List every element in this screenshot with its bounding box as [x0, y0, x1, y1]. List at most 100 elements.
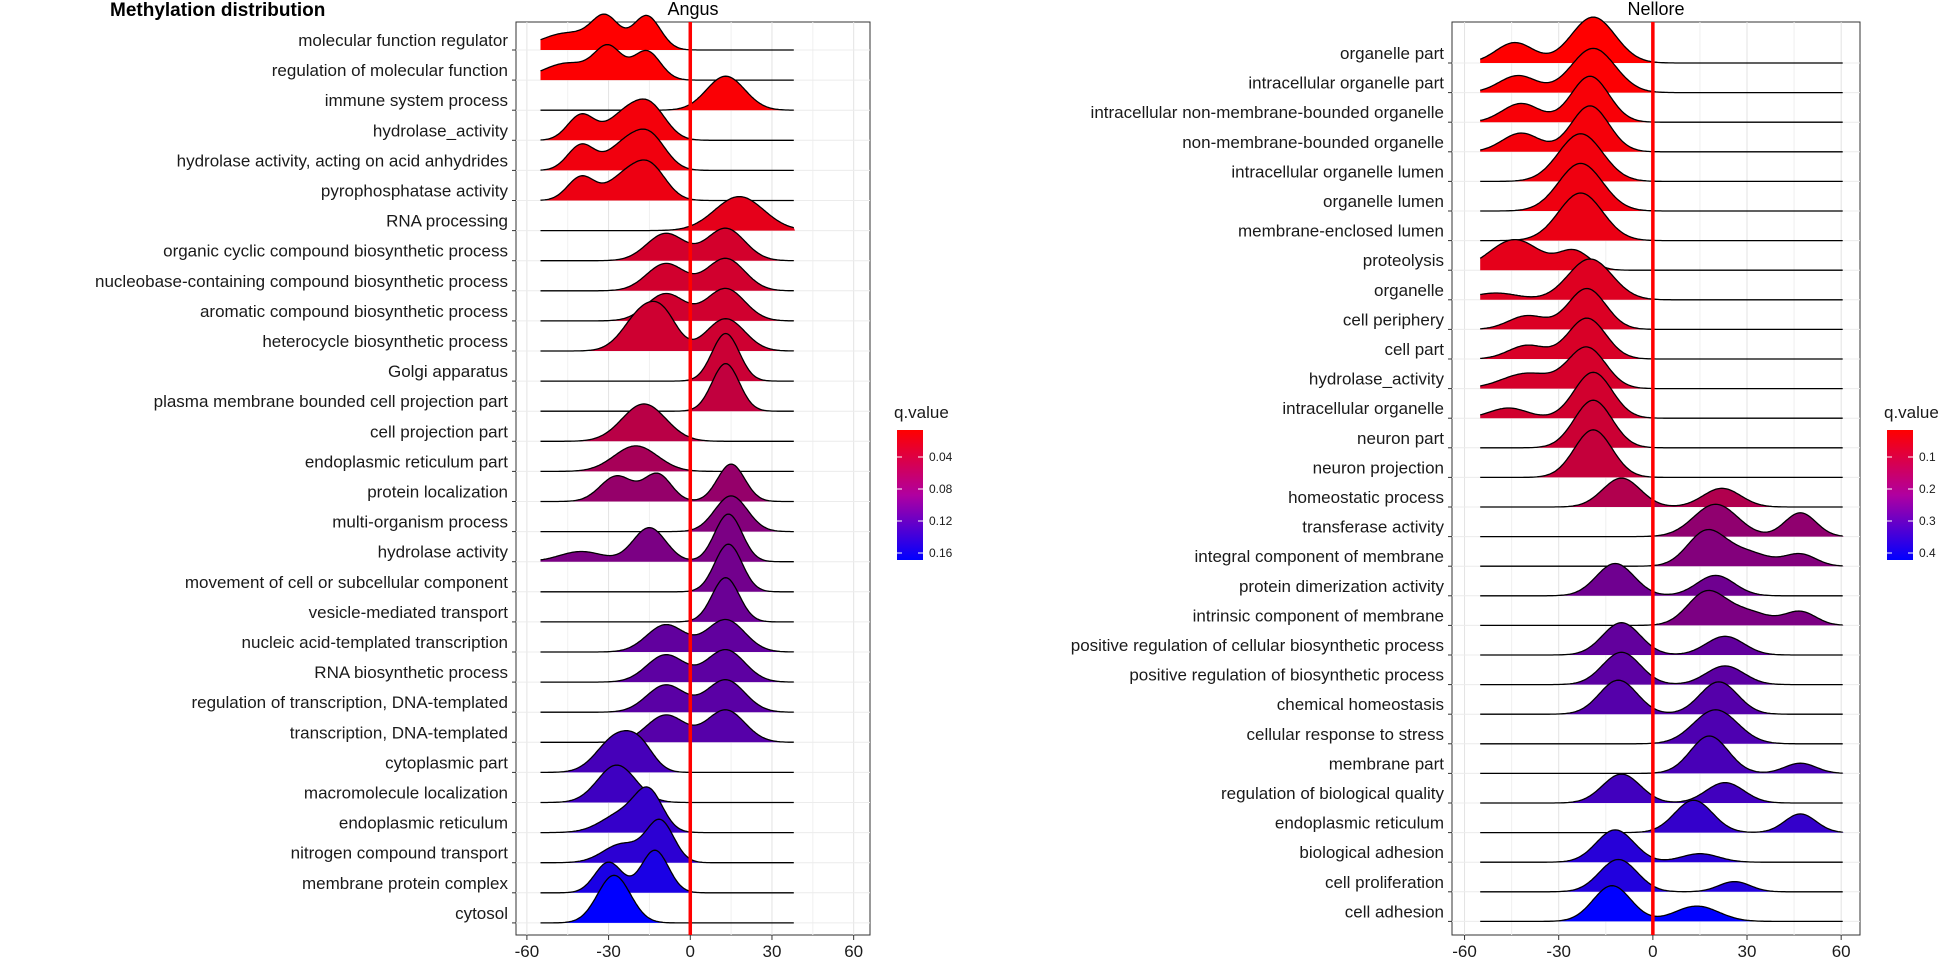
- panel-nellore: organelle part intracellular organelle pa…: [1071, 0, 1939, 961]
- ridge: [1480, 429, 1844, 479]
- panel-title: Nellore: [1627, 0, 1684, 19]
- ridge-outline: [540, 463, 794, 503]
- ridge: [1480, 503, 1844, 538]
- ridge: [1480, 371, 1844, 419]
- legend-tick-label: 0.16: [929, 546, 953, 560]
- x-axis-ticks: -60 -30 0 30 60: [1452, 935, 1851, 961]
- ridge-fill: [540, 288, 795, 321]
- ridge-fill: [540, 129, 795, 171]
- ridge: [1480, 192, 1844, 242]
- ridge: [540, 679, 795, 713]
- x-tick-label: 0: [686, 942, 695, 961]
- legend-colorbar: [1887, 430, 1913, 560]
- y-axis-labels: organelle part intracellular organelle pa…: [1071, 44, 1452, 922]
- ridge-fill: [540, 765, 795, 803]
- ridge: [540, 43, 795, 81]
- ridge: [1480, 75, 1844, 123]
- ridge-outline: [1479, 16, 1843, 64]
- category-label: neuron projection: [1313, 458, 1444, 477]
- ridge-outline: [1480, 47, 1843, 94]
- category-label: hydrolase_activity: [373, 121, 509, 140]
- ridge: [1480, 858, 1844, 893]
- ridge-fill: [1480, 288, 1844, 330]
- legend-tick-label: 0.12: [929, 514, 953, 528]
- category-label: molecular function regulator: [298, 31, 508, 50]
- legend-tick-label: 0.2: [1919, 482, 1936, 496]
- ridge-outline: [540, 75, 794, 111]
- ridge-fill: [540, 44, 795, 81]
- category-label: plasma membrane bounded cell projection …: [154, 392, 509, 411]
- category-label: protein localization: [367, 483, 508, 502]
- category-label: endoplasmic reticulum: [1275, 814, 1444, 833]
- ridge-outline: [1480, 75, 1843, 123]
- ridge-fill: [540, 679, 795, 713]
- category-label: protein dimerization activity: [1239, 577, 1445, 596]
- ridge-fill: [540, 76, 795, 111]
- ridge: [540, 648, 795, 683]
- category-label: intracellular organelle: [1282, 399, 1444, 418]
- ridge-outline: [540, 43, 794, 81]
- category-label: positive regulation of biosynthetic proc…: [1129, 666, 1444, 685]
- category-label: chemical homeostasis: [1277, 695, 1444, 714]
- category-label: pyrophosphatase activity: [321, 182, 509, 201]
- ridge-outline: [1479, 238, 1843, 271]
- ridge-fill: [540, 258, 795, 291]
- category-label: non-membrane-bounded organelle: [1182, 133, 1444, 152]
- ridge: [540, 709, 795, 743]
- category-label: hydrolase_activity: [1309, 370, 1445, 389]
- ridge-outline: [1480, 287, 1843, 331]
- ridge-outline: [540, 332, 794, 382]
- legend-title: q.value: [1884, 403, 1939, 422]
- ridge-outline: [540, 13, 794, 51]
- ridge-outline: [1480, 679, 1843, 715]
- category-label: hydrolase activity: [378, 543, 509, 562]
- ridge-outline: [540, 648, 794, 683]
- ridge: [1480, 799, 1844, 834]
- category-label: positive regulation of cellular biosynth…: [1071, 636, 1444, 655]
- ridge-outline: [1480, 799, 1843, 834]
- ridge-outline: [540, 577, 794, 623]
- ridge-outline: [540, 818, 794, 864]
- category-label: homeostatic process: [1288, 488, 1444, 507]
- category-label: multi-organism process: [332, 513, 508, 532]
- ridge-outline: [1480, 622, 1843, 656]
- ridge-fill: [540, 228, 795, 261]
- ridge-outline: [1480, 885, 1843, 923]
- ridge: [540, 463, 795, 503]
- legend-tick-label: 0.1: [1919, 450, 1936, 464]
- ridge-fill: [1480, 239, 1844, 271]
- ridge-outline: [540, 257, 794, 292]
- category-label: organelle: [1374, 281, 1444, 300]
- ridge-fill: [1480, 259, 1844, 300]
- legend-tick-label: 0.3: [1919, 514, 1936, 528]
- ridge-fill: [1480, 736, 1844, 774]
- x-tick-label: -30: [596, 942, 621, 961]
- category-label: intrinsic component of membrane: [1193, 606, 1444, 625]
- ridge: [540, 403, 795, 442]
- legend: q.value 0.04 0.08 0.12 0.16: [894, 403, 953, 560]
- x-tick-label: 0: [1648, 942, 1657, 961]
- x-tick-label: 60: [1832, 942, 1851, 961]
- category-label: Golgi apparatus: [388, 362, 508, 381]
- ridge-outline: [1480, 773, 1843, 804]
- category-label: cell part: [1384, 340, 1444, 359]
- category-label: cytosol: [455, 904, 508, 923]
- ridge-outline: [1480, 651, 1843, 686]
- ridge-fill: [540, 875, 795, 923]
- category-label: intracellular non-membrane-bounded organ…: [1091, 103, 1444, 122]
- ridge-fill: [540, 99, 795, 141]
- ridge-outline: [1480, 528, 1843, 567]
- category-label: endoplasmic reticulum part: [305, 452, 508, 471]
- ridge-outline: [1480, 371, 1843, 419]
- ridge-outline: [1480, 429, 1843, 479]
- ridge-outline: [1480, 562, 1843, 597]
- ridge-fill: [1480, 800, 1844, 833]
- ridge: [540, 577, 795, 623]
- ridge-outline: [540, 874, 794, 924]
- ridge: [540, 730, 795, 774]
- category-label: regulation of biological quality: [1221, 784, 1445, 803]
- x-tick-label: 30: [763, 942, 782, 961]
- legend-title: q.value: [894, 403, 949, 422]
- ridge-outline: [540, 227, 794, 262]
